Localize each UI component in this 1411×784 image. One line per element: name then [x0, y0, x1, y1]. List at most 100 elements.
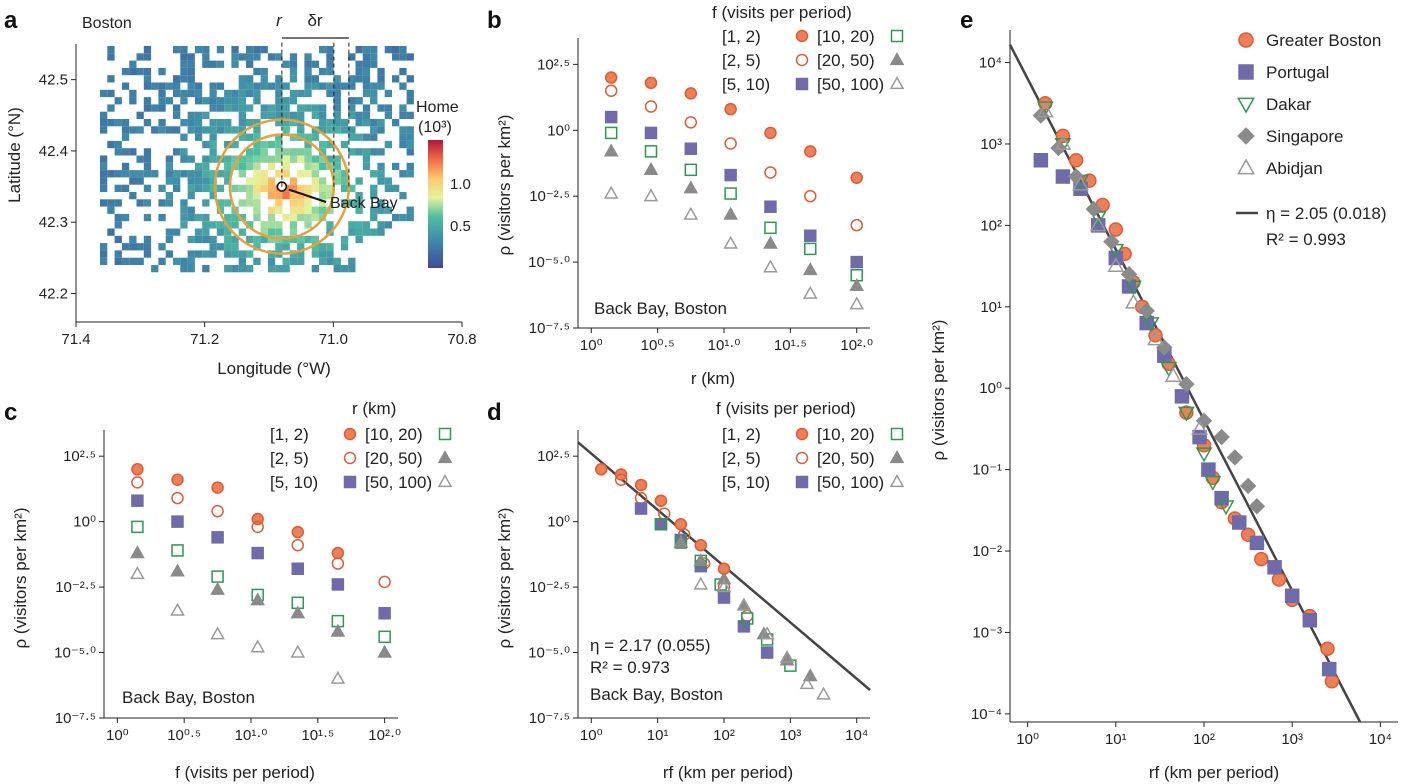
panel-d-legend-label: [2, 5)	[722, 449, 761, 468]
panel-d-point	[693, 553, 709, 567]
heatmap-cell	[304, 199, 312, 207]
heatmap-cell	[260, 140, 268, 149]
heatmap-cell	[231, 140, 239, 149]
panel-c-point	[211, 481, 224, 494]
heatmap-cell	[202, 199, 210, 207]
heatmap-cell	[370, 53, 378, 61]
panel-b-point	[724, 137, 737, 150]
heatmap-cell	[224, 228, 232, 236]
heatmap-cell	[194, 82, 203, 90]
heatmap-cell	[340, 235, 349, 244]
heatmap-cell	[246, 221, 254, 229]
heatmap-cell	[238, 97, 246, 105]
heatmap-cell	[100, 111, 108, 119]
panel-c-y-tick-label: 10⁻²·⁵	[55, 579, 96, 596]
heatmap-cell	[231, 104, 239, 112]
heatmap-cell	[143, 162, 152, 171]
panel-d-point	[694, 538, 708, 552]
heatmap-cell	[107, 206, 115, 214]
heatmap-cell	[260, 67, 268, 76]
heatmap-cell	[231, 46, 239, 54]
panel-c-legend-marker	[343, 427, 357, 441]
heatmap-cell	[304, 206, 312, 214]
panel-e-point	[1192, 429, 1207, 445]
panel-d-point	[740, 612, 754, 625]
heatmap-cell	[311, 265, 319, 273]
panel-c-point	[211, 504, 224, 518]
heatmap-cell	[260, 228, 268, 236]
panel-a-x-tick-label: 71.4	[61, 331, 90, 348]
heatmap-cell	[275, 140, 283, 149]
heatmap-cell	[165, 199, 173, 207]
heatmap-cell	[143, 213, 152, 222]
heatmap-cell	[355, 46, 363, 54]
heatmap-cell	[377, 170, 385, 178]
heatmap-cell	[143, 148, 152, 156]
heatmap-cell	[377, 148, 385, 156]
heatmap-cell	[209, 97, 217, 105]
heatmap-cell	[246, 75, 254, 83]
heatmap-cell	[406, 89, 414, 98]
panel-c-point	[378, 575, 391, 589]
panel-b-ylabel: ρ (visitors per km²)	[495, 115, 514, 256]
panel-e-point	[1191, 419, 1209, 435]
panel-c-point	[210, 581, 225, 595]
heatmap-cell	[297, 250, 305, 258]
heatmap-cell	[129, 89, 137, 98]
heatmap-cell	[151, 82, 159, 90]
heatmap-cell	[326, 126, 334, 134]
heatmap-cell	[333, 119, 341, 127]
heatmap-cell	[216, 104, 225, 112]
heatmap-cell	[326, 206, 334, 214]
heatmap-cell	[231, 265, 239, 273]
heatmap-cell	[151, 126, 159, 134]
heatmap-cell	[173, 82, 181, 90]
panel-c-point	[210, 626, 225, 640]
heatmap-cell	[121, 82, 130, 90]
panel-e-points	[1008, 44, 1362, 723]
panel-e-point	[1232, 515, 1247, 530]
heatmap-cell	[355, 235, 363, 244]
heatmap-cell	[231, 53, 239, 61]
heatmap-cell	[267, 257, 276, 265]
heatmap-cell	[282, 155, 290, 163]
panel-e-r2: R² = 0.993	[1266, 230, 1346, 249]
panel-c-x-tick-label: 10²·⁰	[368, 727, 401, 744]
panel-e-point	[1239, 477, 1257, 495]
panel-c-point	[290, 605, 306, 619]
heatmap-cell	[224, 140, 232, 149]
heatmap-cell	[355, 206, 363, 214]
heatmap-cell	[326, 257, 334, 265]
heatmap-cell	[216, 119, 225, 127]
panel-c-ylabel: ρ (visitors per km²)	[11, 508, 30, 649]
panel-b-y-tick-label: 10⁰	[547, 122, 570, 139]
panel-e-point	[1108, 222, 1124, 237]
heatmap-cell	[348, 82, 356, 90]
heatmap-cell	[114, 221, 122, 229]
heatmap-cell	[370, 206, 378, 214]
heatmap-cell	[267, 155, 276, 163]
colorbar-tick-1: 1.0	[450, 176, 471, 193]
heatmap-cell	[304, 53, 312, 61]
panel-c-point	[170, 563, 185, 577]
heatmap-cell	[348, 126, 356, 134]
heatmap-cell	[319, 104, 327, 112]
panel-b-points	[603, 71, 865, 310]
panel-e-point	[1072, 175, 1089, 191]
panel-b-point	[604, 71, 618, 84]
panel-d-point	[654, 518, 668, 531]
heatmap-cell	[319, 192, 327, 200]
heatmap-cell	[238, 53, 246, 61]
heatmap-cell	[326, 140, 334, 149]
panel-e-point	[1033, 153, 1049, 168]
panel-b-y-tick-label: 10⁻⁷·⁵	[529, 320, 570, 337]
heatmap-cell	[304, 148, 312, 156]
heatmap-cell	[253, 53, 261, 61]
heatmap-cell	[143, 75, 152, 83]
panel-e-label: e	[960, 7, 973, 34]
heatmap-cell	[362, 89, 371, 98]
heatmap-cell	[406, 206, 414, 214]
heatmap-cell	[202, 46, 210, 54]
panel-d-point	[736, 597, 752, 611]
panel-b-legend-label: [20, 50)	[817, 51, 875, 70]
